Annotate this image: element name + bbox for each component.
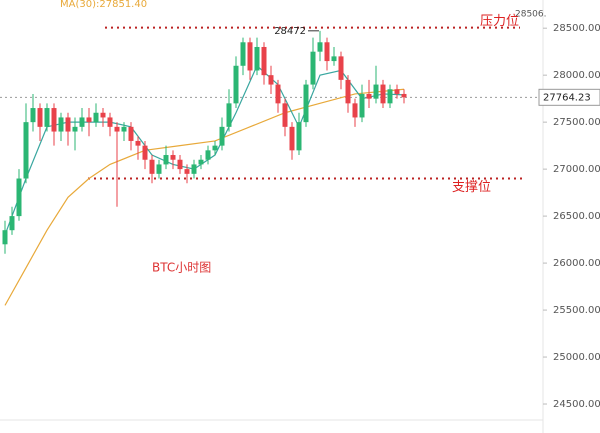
candle-body (2, 230, 8, 245)
candle-body (240, 42, 246, 66)
y-tick-label: 27500.00 (553, 117, 600, 128)
candle-body (289, 126, 295, 151)
candle-body (184, 169, 190, 174)
candle-body (163, 155, 169, 165)
ma-line (4, 64, 405, 236)
candle-body (86, 117, 92, 123)
y-tick-label: 27000.00 (553, 164, 600, 175)
candle-body (79, 117, 85, 127)
candle-body (9, 216, 15, 231)
y-tick-label: 26500.00 (553, 211, 600, 222)
candle-body (387, 89, 393, 104)
candle-body (149, 159, 155, 174)
candle-body (331, 56, 337, 62)
candle-body (128, 126, 134, 141)
candle-body (394, 89, 400, 94)
ma-line (4, 88, 405, 306)
candle-body (30, 108, 36, 123)
candle-body (135, 140, 141, 146)
candle-body (359, 93, 365, 118)
candle-body (58, 117, 64, 132)
candle-body (114, 126, 120, 132)
candle-body (352, 103, 358, 118)
last-price-label: 27764.23 (543, 92, 591, 103)
candle-body (51, 108, 57, 132)
candle-body (170, 155, 176, 160)
candle-body (107, 117, 113, 127)
candle-body (268, 75, 274, 85)
candle-body (16, 178, 22, 217)
candle-body (282, 103, 288, 127)
candle-body (156, 164, 162, 174)
candle-body (23, 122, 29, 179)
candle-body (261, 46, 267, 76)
candle-body (345, 79, 351, 104)
candle-body (401, 93, 407, 98)
candle-body (100, 112, 106, 118)
candle-body (303, 84, 309, 123)
resistance-label: 压力位 (480, 14, 519, 29)
candle-body (191, 164, 197, 174)
last-price-box (538, 88, 600, 106)
candle-body (226, 103, 232, 127)
resistance-price: 28506. (515, 10, 547, 20)
candle-body (366, 93, 372, 99)
candle-body (72, 126, 78, 132)
y-tick-label: 24500.00 (553, 399, 600, 410)
y-tick-label: 25000.00 (553, 352, 600, 363)
candle-body (205, 150, 211, 160)
candle-body (212, 145, 218, 151)
ma-legend: MA(30):27851.40 (60, 0, 147, 10)
candle-body (254, 46, 260, 71)
candle-body (317, 42, 323, 52)
candle-body (177, 159, 183, 170)
candle-body (373, 84, 379, 99)
candle-body (93, 112, 99, 123)
candle-body (296, 122, 302, 151)
candle-body (310, 51, 316, 85)
candle-body (198, 159, 204, 165)
candle-body (37, 108, 43, 127)
support-label: 支撑位 (452, 180, 491, 195)
y-tick-label: 28000.00 (553, 70, 600, 81)
candle-body (324, 42, 330, 62)
candle-body (380, 84, 386, 104)
candle-body (233, 65, 239, 104)
candle-body (121, 126, 127, 132)
candle-body (247, 42, 253, 71)
candle-body (338, 56, 344, 80)
y-tick-label: 28500.00 (553, 23, 600, 34)
candle-body (142, 145, 148, 160)
candle-body (65, 117, 71, 132)
high-label: 28472 (274, 26, 306, 37)
candle-body (275, 84, 281, 104)
y-tick-label: 25500.00 (553, 305, 600, 316)
y-tick-label: 26000.00 (553, 258, 600, 269)
chart-title: BTC小时图 (152, 261, 211, 275)
candle-body (44, 108, 50, 127)
candle-body (219, 126, 225, 146)
